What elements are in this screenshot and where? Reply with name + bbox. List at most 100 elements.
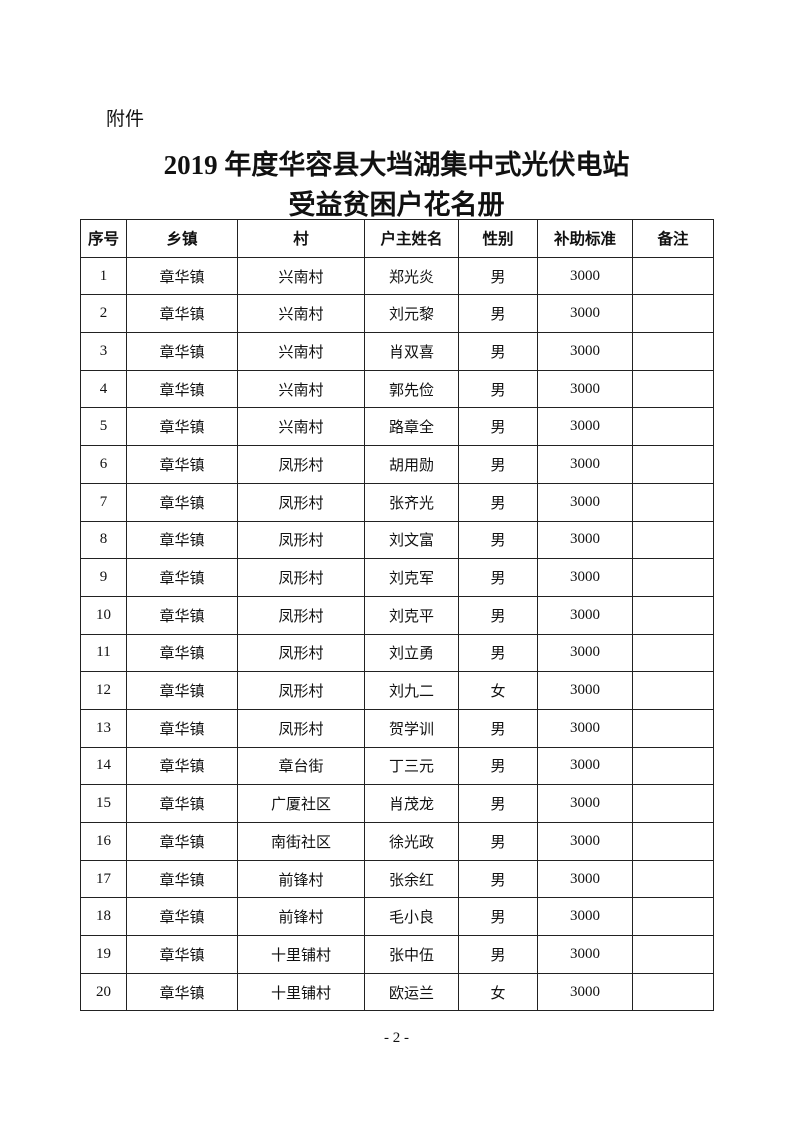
cell-householder-name: 徐光政 <box>364 822 459 861</box>
cell-village: 凤形村 <box>237 482 365 522</box>
cell-village: 南街社区 <box>237 822 365 861</box>
cell-town: 章华镇 <box>126 972 238 1012</box>
header-remarks: 备注 <box>632 219 714 258</box>
cell-gender: 男 <box>458 708 538 748</box>
table-row: 5 章华镇 兴南村 路章全男 3000 <box>80 407 714 447</box>
cell-town: 章华镇 <box>126 369 238 409</box>
table-row: 15 章华镇 广厦社区 肖茂龙男 3000 <box>80 784 714 823</box>
header-index: 序号 <box>80 219 127 258</box>
cell-remarks <box>632 671 714 710</box>
cell-subsidy: 3000 <box>537 407 633 447</box>
cell-town: 章华镇 <box>126 935 238 974</box>
cell-remarks <box>632 482 714 522</box>
cell-subsidy: 3000 <box>537 972 633 1012</box>
cell-subsidy: 3000 <box>537 746 633 786</box>
cell-town: 章华镇 <box>126 784 238 823</box>
cell-remarks <box>632 407 714 447</box>
cell-village: 前锋村 <box>237 897 365 937</box>
cell-householder-name: 刘克平 <box>364 595 459 635</box>
cell-village: 十里铺村 <box>237 972 365 1012</box>
cell-subsidy: 3000 <box>537 708 633 748</box>
cell-village: 兴南村 <box>237 407 365 447</box>
cell-remarks <box>632 746 714 786</box>
cell-remarks <box>632 784 714 823</box>
cell-town: 章华镇 <box>126 822 238 861</box>
cell-remarks <box>632 935 714 974</box>
cell-gender: 男 <box>458 520 538 560</box>
cell-remarks <box>632 897 714 937</box>
cell-town: 章华镇 <box>126 595 238 635</box>
cell-remarks <box>632 332 714 371</box>
cell-remarks <box>632 859 714 899</box>
cell-town: 章华镇 <box>126 859 238 899</box>
cell-householder-name: 贺学训 <box>364 708 459 748</box>
table-row: 13 章华镇 凤形村 贺学训男 3000 <box>80 708 714 748</box>
table-row: 18 章华镇 前锋村 毛小良男 3000 <box>80 897 714 937</box>
cell-gender: 男 <box>458 332 538 371</box>
cell-subsidy: 3000 <box>537 332 633 371</box>
document-subtitle: 受益贫困户花名册 <box>288 190 505 220</box>
cell-subsidy: 3000 <box>537 294 633 334</box>
cell-householder-name: 刘克军 <box>364 558 459 597</box>
cell-remarks <box>632 445 714 484</box>
cell-index: 14 <box>80 746 127 786</box>
cell-householder-name: 张中伍 <box>364 935 459 974</box>
header-subsidy: 补助标准 <box>537 219 633 258</box>
cell-index: 13 <box>80 708 127 748</box>
cell-subsidy: 3000 <box>537 256 633 296</box>
cell-town: 章华镇 <box>126 897 238 937</box>
table-row: 17 章华镇 前锋村 张余红男 3000 <box>80 859 714 899</box>
cell-gender: 男 <box>458 784 538 823</box>
cell-householder-name: 毛小良 <box>364 897 459 937</box>
cell-remarks <box>632 972 714 1012</box>
cell-index: 15 <box>80 784 127 823</box>
table-row: 20 章华镇 十里铺村 欧运兰女 3000 <box>80 972 714 1012</box>
cell-town: 章华镇 <box>126 482 238 522</box>
cell-village: 兴南村 <box>237 256 365 296</box>
cell-index: 20 <box>80 972 127 1012</box>
cell-village: 十里铺村 <box>237 935 365 974</box>
cell-gender: 男 <box>458 822 538 861</box>
header-householder-name: 户主姓名 <box>364 219 459 258</box>
cell-village: 兴南村 <box>237 369 365 409</box>
cell-gender: 女 <box>458 972 538 1012</box>
table-row: 12 章华镇 凤形村 刘九二女 3000 <box>80 671 714 710</box>
cell-remarks <box>632 256 714 296</box>
cell-householder-name: 张齐光 <box>364 482 459 522</box>
cell-subsidy: 3000 <box>537 897 633 937</box>
cell-subsidy: 3000 <box>537 445 633 484</box>
cell-index: 2 <box>80 294 127 334</box>
cell-index: 5 <box>80 407 127 447</box>
cell-gender: 男 <box>458 935 538 974</box>
cell-subsidy: 3000 <box>537 369 633 409</box>
cell-subsidy: 3000 <box>537 633 633 673</box>
cell-town: 章华镇 <box>126 332 238 371</box>
cell-householder-name: 欧运兰 <box>364 972 459 1012</box>
cell-town: 章华镇 <box>126 558 238 597</box>
cell-village: 凤形村 <box>237 595 365 635</box>
cell-householder-name: 路章全 <box>364 407 459 447</box>
cell-town: 章华镇 <box>126 708 238 748</box>
cell-householder-name: 刘文富 <box>364 520 459 560</box>
cell-index: 1 <box>80 256 127 296</box>
cell-gender: 男 <box>458 746 538 786</box>
cell-index: 7 <box>80 482 127 522</box>
cell-village: 广厦社区 <box>237 784 365 823</box>
table-row: 6 章华镇 凤形村 胡用勋男 3000 <box>80 445 714 484</box>
cell-gender: 男 <box>458 633 538 673</box>
cell-town: 章华镇 <box>126 294 238 334</box>
cell-householder-name: 刘九二 <box>364 671 459 710</box>
cell-remarks <box>632 595 714 635</box>
cell-village: 凤形村 <box>237 445 365 484</box>
cell-village: 章台街 <box>237 746 365 786</box>
table-row: 9 章华镇 凤形村 刘克军男 3000 <box>80 558 714 597</box>
cell-subsidy: 3000 <box>537 482 633 522</box>
cell-subsidy: 3000 <box>537 520 633 560</box>
cell-householder-name: 张余红 <box>364 859 459 899</box>
cell-gender: 男 <box>458 407 538 447</box>
cell-town: 章华镇 <box>126 256 238 296</box>
table-row: 1 章华镇 兴南村 郑光炎男 3000 <box>80 256 714 296</box>
cell-index: 18 <box>80 897 127 937</box>
cell-town: 章华镇 <box>126 520 238 560</box>
cell-householder-name: 丁三元 <box>364 746 459 786</box>
